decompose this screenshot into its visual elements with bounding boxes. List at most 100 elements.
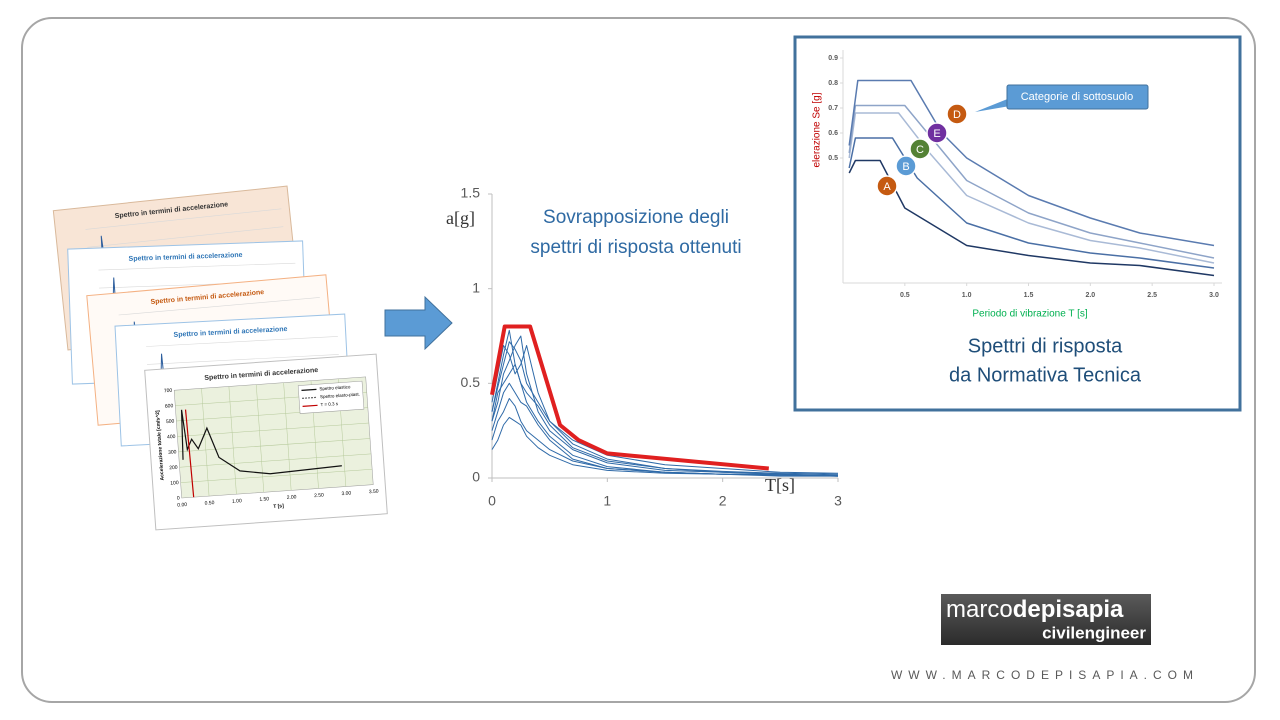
x-tick-label: 1.0 <box>962 292 972 299</box>
thumbnail-x-tick: 0.00 <box>177 502 187 509</box>
category-badge <box>876 175 898 197</box>
y-tick-label: 0.6 <box>828 130 838 137</box>
thumbnail-grid <box>179 453 372 468</box>
category-badge <box>946 103 968 125</box>
thumbnail-grid <box>85 208 282 230</box>
thumbnail-grid <box>256 384 265 493</box>
annotation: spettri di risposta ottenuti <box>530 237 741 258</box>
y-axis-label: a[g] <box>446 208 475 228</box>
thumbnail-grid <box>87 226 284 248</box>
x-axis-label: Periodo di vibrazione T [s] <box>972 309 1087 320</box>
category-badge <box>895 155 917 177</box>
x-tick-label: 1 <box>603 493 611 509</box>
category-label: C <box>916 144 924 156</box>
x-tick-label: 2 <box>719 493 727 509</box>
thumbnail-y-tick: 300 <box>168 449 177 456</box>
y-tick-label: 0.7 <box>828 105 838 112</box>
series-line <box>490 324 769 471</box>
series-line <box>848 137 1215 269</box>
thumbnail-y-tick: 500 <box>166 419 175 426</box>
category-label: E <box>933 128 940 140</box>
website: WWW.MARCODEPISAPIA.COM <box>891 668 1199 682</box>
thumbnail-marker <box>184 409 195 498</box>
logo-box <box>941 594 1151 645</box>
thumbnail-legend-swatch <box>302 396 318 399</box>
callout-text: Categorie di sottosuolo <box>1021 91 1134 103</box>
category-label: D <box>953 109 961 121</box>
arrow <box>384 295 453 351</box>
y-tick-label: 1.5 <box>461 185 481 201</box>
thumbnail-x-label: T [s] <box>273 503 284 510</box>
thumbnail-legend-label: Spettro elastico <box>319 384 351 391</box>
thumbnail-grid <box>228 386 237 495</box>
x-tick-label: 3 <box>834 493 842 509</box>
logo-tagline: civilengineer <box>1042 623 1146 642</box>
series-line <box>491 416 839 477</box>
callout-pointer <box>975 98 1010 112</box>
series-line <box>848 159 1215 277</box>
thumbnail-legend-swatch <box>302 404 318 407</box>
series-line <box>491 335 839 477</box>
category-label: B <box>902 161 909 173</box>
thumbnail-y-tick: 400 <box>167 434 176 441</box>
category-badge <box>909 138 931 160</box>
thumbnail-legend-label: T = 0.3 s <box>320 401 339 407</box>
thumbnail-grid <box>146 336 338 347</box>
thumbnail-grid <box>118 297 320 316</box>
center-chart: 0 0.5 1 1.5 0 1 2 3 a[g] T[s] Sovrapposizione degl… <box>446 185 842 509</box>
series-line <box>491 363 839 475</box>
thumbnail-x-tick: 2.00 <box>287 494 297 501</box>
y-axis-label: elerazione Se [g] <box>812 92 823 167</box>
x-tick-label: 0.5 <box>900 292 910 299</box>
series-line <box>848 79 1215 247</box>
series-line <box>491 341 839 474</box>
logo-name: marcodepisapia <box>946 596 1124 623</box>
series-line <box>491 345 839 476</box>
caption: Spettri di risposta <box>968 335 1123 357</box>
caption: da Normativa Tecnica <box>949 364 1142 386</box>
thumbnail-x-tick: 2.50 <box>314 492 324 499</box>
series-line <box>848 112 1215 264</box>
thumbnail-legend-swatch <box>301 388 317 391</box>
thumbnail-grid <box>201 388 210 497</box>
x-tick-label: 2.0 <box>1085 292 1095 299</box>
category-badge <box>926 122 948 144</box>
y-tick-label: 0.8 <box>828 80 838 87</box>
y-tick-label: 1 <box>472 279 480 295</box>
thumbnail-y-label: Accelerazione totale [cm/s^2] <box>155 410 166 481</box>
x-tick-label: 0 <box>488 493 496 509</box>
thumbnail-stack: Spettro in termini di accelerazione Spett… <box>52 185 388 531</box>
thumbnail-legend-label: Spettro elasto-plast. <box>320 392 360 400</box>
thumbnail: Spettro in termini di accelerazione01002… <box>144 353 388 531</box>
x-tick-label: 1.5 <box>1024 292 1034 299</box>
x-tick-label: 3.0 <box>1209 292 1219 299</box>
category-label: A <box>883 181 891 193</box>
thumbnail-y-tick: 200 <box>169 465 178 472</box>
x-tick-label: 2.5 <box>1147 292 1157 299</box>
y-tick-label: 0.5 <box>461 374 481 390</box>
thumbnail-y-tick: 100 <box>170 480 179 487</box>
x-axis-label: T[s] <box>765 475 795 495</box>
thumbnail-x-tick: 3.00 <box>341 490 351 497</box>
annotation: Sovrapposizione degli <box>543 207 729 228</box>
thumbnail-grid <box>178 438 371 453</box>
thumbnail-grid <box>98 262 296 271</box>
thumbnail-x-tick: 1.00 <box>232 498 242 505</box>
thumbnail-grid <box>147 354 339 365</box>
thumbnail-y-tick: 0 <box>177 495 180 501</box>
y-tick-label: 0.5 <box>828 155 838 162</box>
callout-box <box>1006 84 1149 110</box>
thumbnail-x-tick: 3.50 <box>369 489 379 496</box>
thumbnail-grid <box>283 382 292 491</box>
y-tick-label: 0 <box>472 469 480 485</box>
thumbnail-curve <box>180 409 342 475</box>
thumbnail-title: Spettro in termini di accelerazione <box>128 252 242 263</box>
thumbnail-grid <box>180 468 373 483</box>
thumbnail-x-tick: 1.50 <box>259 496 269 503</box>
thumbnail-y-tick: 700 <box>164 388 173 395</box>
thumbnail-y-tick: 600 <box>165 403 174 410</box>
thumbnail-x-tick: 0.50 <box>205 500 215 507</box>
